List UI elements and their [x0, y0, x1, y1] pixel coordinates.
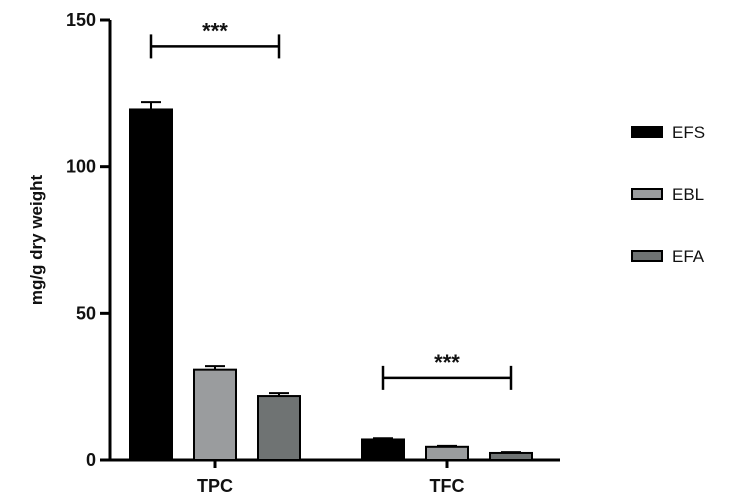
legend-swatch-efs	[631, 126, 663, 138]
legend-swatch-ebl	[631, 188, 663, 200]
legend: EFS EBL EFA	[631, 123, 705, 266]
bar-efa-tfc	[489, 451, 533, 461]
plot-area: 0 50 100 150 mg/g dry weight TPC TFC *** ***	[27, 10, 560, 496]
bar-efa-tpc	[257, 395, 301, 462]
y-tick-label: 0	[86, 450, 96, 470]
y-axis-label: mg/g dry weight	[27, 174, 46, 305]
legend-label-efa: EFA	[672, 247, 705, 266]
x-tick-label: TFC	[430, 476, 465, 496]
x-tick-label: TPC	[197, 476, 233, 496]
bar-ebl-tfc	[425, 445, 469, 461]
significance-label: ***	[202, 18, 228, 43]
y-tick-label: 50	[76, 303, 96, 323]
bar-ebl-tpc	[193, 368, 237, 461]
bar-efs-tfc	[361, 438, 405, 462]
legend-swatch-efa	[631, 250, 663, 262]
bar-efs-tpc	[129, 108, 173, 461]
significance-label: ***	[434, 350, 460, 375]
legend-label-ebl: EBL	[672, 185, 704, 204]
y-tick-label: 100	[66, 157, 96, 177]
y-tick-label: 150	[66, 10, 96, 30]
legend-label-efs: EFS	[672, 123, 705, 142]
